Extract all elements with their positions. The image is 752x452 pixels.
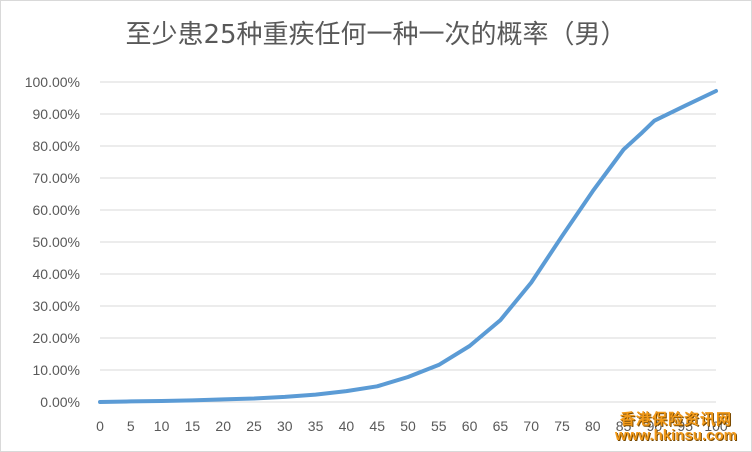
data-point [437, 363, 440, 367]
watermark-name: 香港保险资讯网 [619, 410, 732, 428]
data-point [98, 400, 102, 404]
data-point [560, 235, 564, 238]
data-point [314, 393, 317, 396]
x-tick-label: 100 [704, 418, 728, 434]
data-point [499, 318, 502, 322]
gridlines [100, 81, 716, 403]
watermark-url: www.hkinsu.com [615, 427, 737, 444]
data-point [468, 344, 471, 348]
y-tick-label: 80.00% [33, 138, 80, 154]
x-tick-label: 75 [554, 418, 570, 434]
x-tick-label: 90 [647, 418, 663, 434]
y-tick-label: 70.00% [33, 170, 80, 186]
x-tick-label: 30 [277, 418, 293, 434]
y-tick-label: 20.00% [33, 330, 80, 346]
x-tick-label: 80 [585, 418, 601, 434]
y-tick-label: 30.00% [33, 298, 80, 314]
chart-title: 至少患25种重疾任何一种一次的概率（男） [125, 20, 627, 50]
watermark-logo: 香港保险资讯网 www.hkinsu.com [606, 408, 746, 444]
data-point [622, 148, 625, 151]
data-point [129, 400, 132, 403]
x-tick-label: 25 [246, 418, 262, 434]
data-point [345, 389, 348, 393]
data-point [640, 131, 644, 134]
y-tick-label: 100.00% [25, 74, 80, 90]
y-tick-label: 40.00% [33, 266, 80, 282]
data-point [653, 119, 656, 122]
x-tick-label: 10 [154, 418, 170, 434]
series-layer [98, 89, 718, 404]
data-point [283, 395, 286, 399]
y-tick-label: 90.00% [33, 106, 80, 122]
x-tick-label: 35 [308, 418, 324, 434]
y-tick-label: 60.00% [33, 202, 80, 218]
x-tick-label: 95 [677, 418, 693, 434]
y-tick-label: 50.00% [33, 234, 80, 250]
data-point [222, 398, 225, 401]
data-point [684, 104, 687, 107]
y-tick-label: 10.00% [33, 362, 80, 378]
x-tick-label: 50 [400, 418, 416, 434]
y-tick-label: 0.00% [40, 394, 80, 410]
data-point [591, 189, 594, 193]
data-point [406, 375, 410, 379]
x-tick-label: 45 [369, 418, 385, 434]
y-axis: 0.00% 10.00% 20.00% 30.00% 40.00% 50.00% 60.00… [25, 74, 80, 410]
x-tick-label: 20 [215, 418, 231, 434]
data-point [160, 399, 163, 403]
data-point [252, 397, 256, 400]
x-tick-label: 15 [185, 418, 201, 434]
x-tick-label: 40 [339, 418, 355, 434]
x-tick-label: 0 [96, 418, 104, 434]
data-point [714, 89, 718, 93]
x-tick-label: 65 [493, 418, 509, 434]
x-axis: 0 5 10 15 20 25 30 35 40 45 50 55 60 65 70 75 80 85 90 95 10… [96, 418, 728, 434]
x-tick-label: 85 [616, 418, 632, 434]
x-tick-label: 70 [523, 418, 539, 434]
data-point [191, 399, 194, 402]
series-line [98, 89, 718, 404]
data-point [530, 281, 533, 284]
x-tick-label: 55 [431, 418, 447, 434]
x-tick-label: 60 [462, 418, 478, 434]
data-point [376, 385, 379, 388]
x-tick-label: 5 [127, 418, 135, 434]
